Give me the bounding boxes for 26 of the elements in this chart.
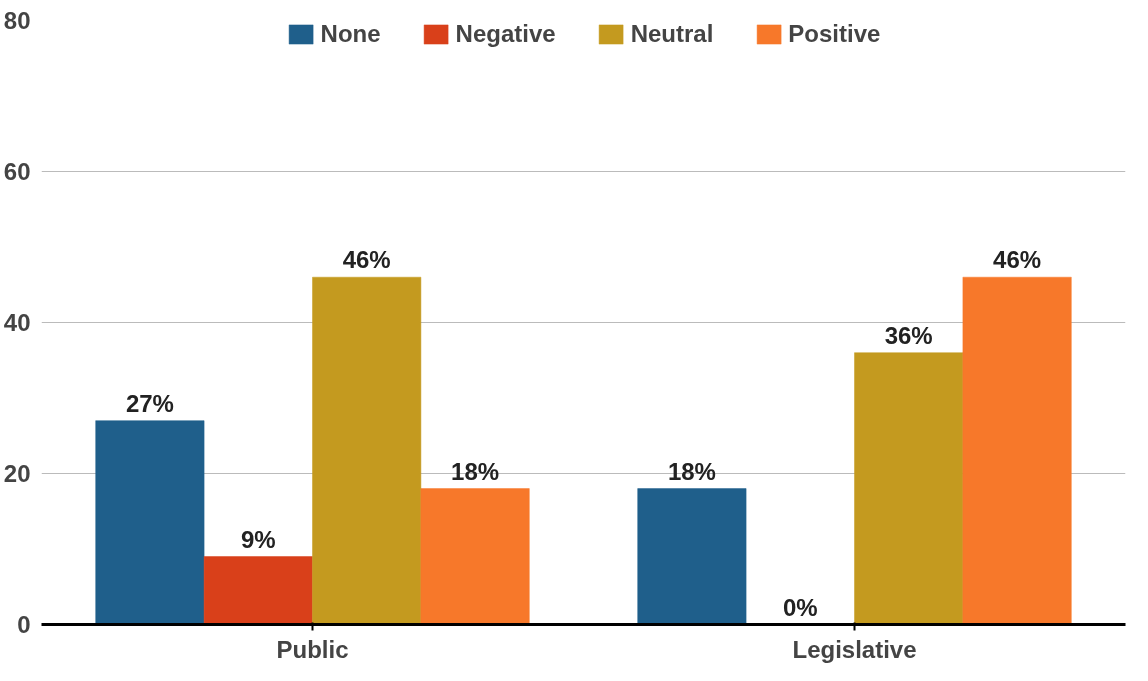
y-tick-label: 40 — [3, 309, 31, 336]
legend-label: Negative — [455, 20, 556, 48]
data-label: 46% — [993, 246, 1042, 274]
data-label: 0% — [782, 593, 818, 621]
data-label: 27% — [125, 389, 174, 417]
x-tick-label: Legislative — [792, 635, 917, 663]
data-label: 18% — [451, 457, 500, 485]
legend-label: Neutral — [630, 20, 714, 48]
data-label: 46% — [342, 246, 391, 274]
data-label: 18% — [667, 457, 716, 485]
legend-label: Positive — [788, 20, 881, 48]
x-tick-label: Public — [276, 635, 349, 663]
bar — [95, 420, 205, 625]
bar — [312, 276, 422, 625]
y-tick-label: 60 — [3, 158, 31, 185]
legend-label: None — [320, 20, 381, 48]
data-label: 9% — [240, 525, 276, 553]
bar — [203, 556, 313, 625]
y-tick-label: 80 — [3, 7, 31, 34]
bar — [962, 276, 1072, 625]
data-label: 36% — [884, 321, 933, 349]
bar — [637, 488, 747, 625]
y-tick-label: 20 — [3, 460, 31, 487]
y-tick-label: 0 — [17, 611, 31, 638]
bar — [420, 488, 530, 625]
bar — [854, 352, 964, 625]
